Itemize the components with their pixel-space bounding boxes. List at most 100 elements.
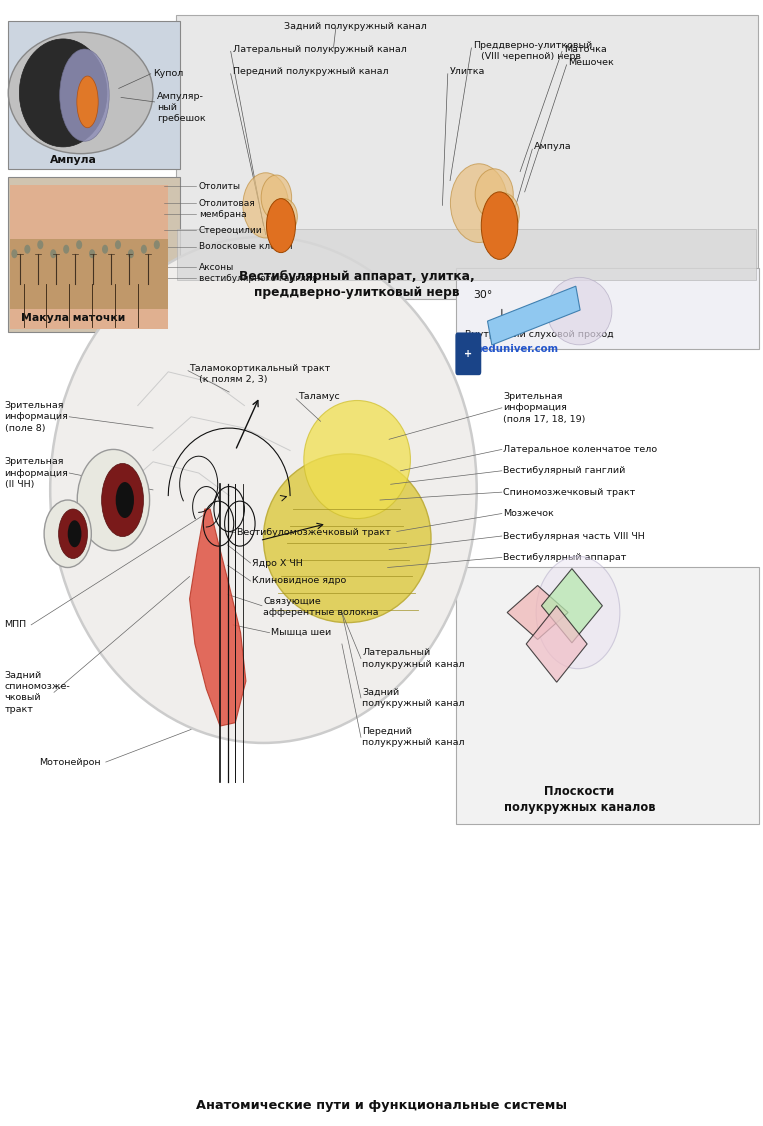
Text: Передний полукружный канал: Передний полукружный канал xyxy=(233,68,388,77)
Circle shape xyxy=(63,244,69,253)
Text: тракт: тракт xyxy=(5,705,34,714)
Text: Мотонейрон: Мотонейрон xyxy=(39,758,101,767)
Ellipse shape xyxy=(8,33,153,153)
Text: Задний: Задний xyxy=(5,671,42,680)
Ellipse shape xyxy=(304,401,410,519)
Text: Латеральный полукружный канал: Латеральный полукружный канал xyxy=(233,45,407,54)
Circle shape xyxy=(11,249,18,258)
Text: МПП: МПП xyxy=(5,620,27,629)
Text: мембрана: мембрана xyxy=(198,209,246,218)
Ellipse shape xyxy=(44,500,92,568)
Text: Латеральное коленчатое тело: Латеральное коленчатое тело xyxy=(504,445,658,454)
Polygon shape xyxy=(189,509,246,726)
Text: Зрительная: Зрительная xyxy=(504,392,563,401)
Text: Мозжечок: Мозжечок xyxy=(504,509,554,518)
Ellipse shape xyxy=(481,191,518,259)
Text: Вестибулярная часть VIII ЧН: Вестибулярная часть VIII ЧН xyxy=(504,531,645,540)
Text: Отолитовая: Отолитовая xyxy=(198,198,256,207)
Ellipse shape xyxy=(116,482,134,518)
Ellipse shape xyxy=(77,77,98,127)
Ellipse shape xyxy=(547,277,612,345)
Ellipse shape xyxy=(261,175,291,220)
Text: Зрительная: Зрительная xyxy=(5,401,64,410)
Circle shape xyxy=(24,244,31,253)
Text: meduniver.com: meduniver.com xyxy=(472,345,559,355)
FancyBboxPatch shape xyxy=(456,332,481,375)
Text: (к полям 2, 3): (к полям 2, 3) xyxy=(198,375,267,384)
Text: полукружный канал: полукружный канал xyxy=(362,660,465,669)
Ellipse shape xyxy=(101,464,143,537)
Ellipse shape xyxy=(263,454,431,623)
Text: Анатомические пути и функциональные системы: Анатомические пути и функциональные сист… xyxy=(196,1099,567,1111)
Text: чковый: чковый xyxy=(5,694,41,703)
Text: вестибулярного ганглия: вестибулярного ганглия xyxy=(198,274,317,283)
Text: Мышца шеи: Мышца шеи xyxy=(271,628,331,637)
Text: Плоскости
полукружных каналов: Плоскости полукружных каналов xyxy=(504,785,655,814)
Text: полукружный канал: полукружный канал xyxy=(362,699,465,708)
Text: информация: информация xyxy=(5,468,69,477)
Text: Спиномозжечковый тракт: Спиномозжечковый тракт xyxy=(504,488,636,497)
Text: Зрительная: Зрительная xyxy=(5,457,64,466)
Text: Купол: Купол xyxy=(153,70,183,79)
Text: Вестибулярный аппарат, улитка,
преддверно-улитковый нерв: Вестибулярный аппарат, улитка, преддверн… xyxy=(240,269,475,298)
Text: Вестибуломозжечковый тракт: Вестибуломозжечковый тракт xyxy=(237,528,391,537)
Text: Ампуляр-: Ампуляр- xyxy=(157,92,204,101)
Text: гребешок: гребешок xyxy=(157,114,205,123)
Text: Преддверно-улитковый: Преддверно-улитковый xyxy=(473,42,592,51)
Text: информация: информация xyxy=(5,412,69,421)
Text: Ядро X ЧН: Ядро X ЧН xyxy=(252,558,303,568)
Text: 30°: 30° xyxy=(473,291,492,301)
Text: Вестибулярный ганглий: Вестибулярный ганглий xyxy=(504,466,626,475)
Text: спиномозже-: спиномозже- xyxy=(5,682,70,691)
Text: Отолиты: Отолиты xyxy=(198,181,240,190)
Ellipse shape xyxy=(50,236,477,743)
Circle shape xyxy=(128,249,134,258)
Bar xyxy=(175,16,758,298)
Text: полукружный канал: полукружный канал xyxy=(362,739,465,748)
Bar xyxy=(456,568,759,824)
Text: Вестибулярный аппарат: Вестибулярный аппарат xyxy=(504,553,626,562)
Ellipse shape xyxy=(60,50,109,141)
Ellipse shape xyxy=(68,520,82,547)
Text: информация: информация xyxy=(504,403,567,412)
Text: Внутренний слуховой проход: Внутренний слуховой проход xyxy=(465,330,614,339)
Polygon shape xyxy=(507,586,568,640)
Text: Связующие: Связующие xyxy=(263,597,321,606)
Bar xyxy=(177,229,756,279)
Bar xyxy=(456,268,759,349)
Polygon shape xyxy=(526,606,588,682)
Circle shape xyxy=(76,240,82,249)
Text: Макула маточки: Макула маточки xyxy=(21,313,125,323)
Text: Маточка: Маточка xyxy=(565,45,607,54)
Ellipse shape xyxy=(488,193,520,235)
Text: (поле 8): (поле 8) xyxy=(5,423,45,432)
Bar xyxy=(8,21,179,169)
Text: Ампула: Ампула xyxy=(534,142,571,151)
Text: Задний полукружный канал: Задний полукружный канал xyxy=(284,23,427,32)
Circle shape xyxy=(102,244,108,253)
Text: (VIII черепной) нерв: (VIII черепной) нерв xyxy=(481,53,581,62)
Text: Улитка: Улитка xyxy=(450,68,485,77)
Text: Таламус: Таламус xyxy=(298,392,340,401)
Text: Клиновидное ядро: Клиновидное ядро xyxy=(252,577,346,586)
Text: +: + xyxy=(464,349,472,359)
Polygon shape xyxy=(488,286,580,345)
Text: Задний: Задний xyxy=(362,688,400,697)
Ellipse shape xyxy=(59,509,88,558)
Ellipse shape xyxy=(19,39,107,146)
Ellipse shape xyxy=(266,198,295,252)
Ellipse shape xyxy=(243,172,288,238)
Circle shape xyxy=(154,240,160,249)
Bar xyxy=(10,185,169,329)
Circle shape xyxy=(50,249,56,258)
Bar xyxy=(10,239,169,309)
Polygon shape xyxy=(542,569,602,643)
Ellipse shape xyxy=(536,556,620,669)
Text: Латеральный: Латеральный xyxy=(362,649,430,658)
Text: (поля 17, 18, 19): (поля 17, 18, 19) xyxy=(504,414,586,423)
Text: ный: ный xyxy=(157,104,177,111)
Text: Ампула: Ампула xyxy=(50,155,96,166)
Text: Таламокортикальный тракт: Таламокортикальный тракт xyxy=(189,364,331,373)
Ellipse shape xyxy=(271,198,298,234)
Text: Аксоны: Аксоны xyxy=(198,262,234,271)
